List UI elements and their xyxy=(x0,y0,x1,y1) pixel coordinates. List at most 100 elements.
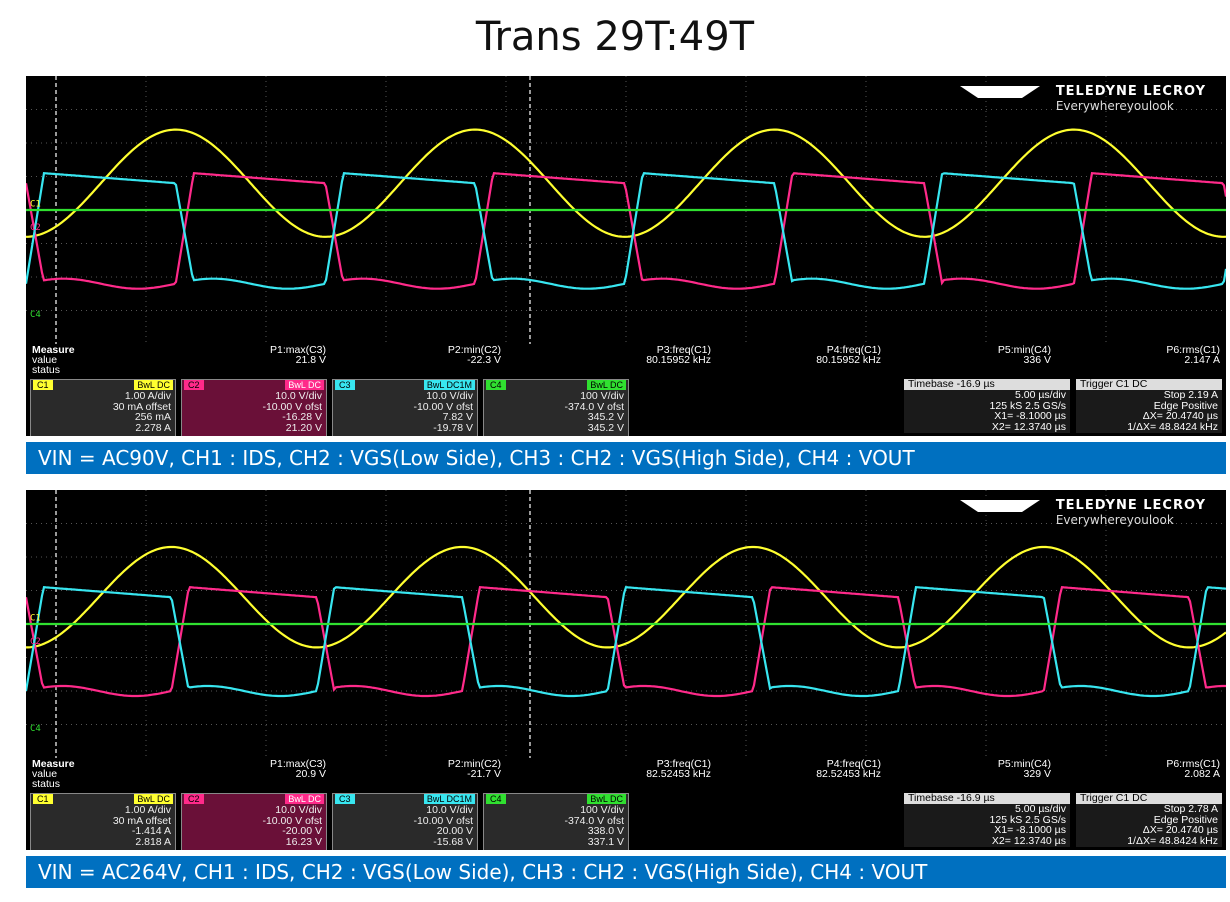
vertical-scale: 100 V/div xyxy=(580,804,624,816)
bandwidth-coupling: BwL DC xyxy=(285,380,324,390)
measure-param-value: 2.147 A xyxy=(1184,354,1220,366)
measure-table: Measure value status P1:max(C3) 20.9 V P… xyxy=(26,758,1226,794)
trigger-slope: Positive xyxy=(1181,399,1218,412)
measure-table: Measure value status P1:max(C3) 21.8 V P… xyxy=(26,344,1226,380)
measure-param-name[interactable]: P3:freq(C1) xyxy=(656,758,711,770)
measure-param-name[interactable]: P1:max(C3) xyxy=(269,758,326,770)
cursor-value-1: 20.00 V xyxy=(436,825,473,837)
measure-param-name[interactable]: P5:min(C4) xyxy=(997,758,1051,770)
cursor-value-2: 337.1 V xyxy=(587,835,624,848)
waveform-plot: C1 C2 C4 xyxy=(26,490,1226,758)
cursor-value-1: -20.00 V xyxy=(282,825,322,837)
vertical-scale: 10.0 V/div xyxy=(275,804,322,816)
vertical-offset: -374.0 V ofst xyxy=(564,814,624,827)
timebase-box[interactable]: Timebase -16.9 µs 5.00 µs/div 125 kS 2.5… xyxy=(904,379,1070,433)
cursor-value-1: -16.28 V xyxy=(282,411,322,423)
measure-param-value: 2.082 A xyxy=(1184,768,1220,780)
trigger-label: Trigger xyxy=(1080,792,1113,804)
channel-box-c4[interactable]: C4 BwL DC 100 V/div -374.0 V ofst 338.0 V… xyxy=(483,793,629,850)
cursor-x2: X2= 12.3740 µs xyxy=(991,834,1066,847)
channel-box-c1[interactable]: C1 BwL DC 1.00 A/div 30 mA offset -1.414 … xyxy=(30,793,176,850)
value-label: value xyxy=(32,354,58,366)
channel-box-c3[interactable]: C3 BwL DC1M 10.0 V/div -10.00 V ofst 7.82… xyxy=(332,379,478,436)
channel-marker: C4 xyxy=(30,310,41,320)
timebase-label: Timebase xyxy=(908,378,954,390)
waveform-plot: C1 C2 C4 xyxy=(26,76,1226,344)
measure-param-name[interactable]: P1:max(C3) xyxy=(269,344,326,356)
bandwidth-coupling: BwL DC xyxy=(134,380,173,390)
timebase-box[interactable]: Timebase -16.9 µs 5.00 µs/div 125 kS 2.5… xyxy=(904,793,1070,847)
vertical-offset: -10.00 V ofst xyxy=(413,814,473,827)
measure-param-name[interactable]: P4:freq(C1) xyxy=(826,758,881,770)
measure-label: Measure xyxy=(32,344,75,356)
trace-c3 xyxy=(26,172,1226,290)
measure-param-value: 82.52453 kHz xyxy=(646,768,711,780)
caption-ac264v: VIN = AC264V, CH1 : IDS, CH2 : VGS(Low S… xyxy=(26,856,1226,888)
measure-param-name[interactable]: P6:rms(C1) xyxy=(1166,758,1220,770)
measure-param-value: 336 V xyxy=(1023,354,1051,366)
brand-name: TELEDYNE LECROY xyxy=(1055,84,1206,99)
channel-tag: C2 xyxy=(184,794,204,804)
trigger-box[interactable]: Trigger C1 DC Stop 2.78 A Edge Positive … xyxy=(1076,793,1222,847)
trigger-source: C1 DC xyxy=(1115,792,1148,804)
channel-box-c3[interactable]: C3 BwL DC1M 10.0 V/div -10.00 V ofst 20.0… xyxy=(332,793,478,850)
cursor-delta-x: ΔX= 20.4740 µs xyxy=(1142,410,1218,422)
channel-box-c2[interactable]: C2 BwL DC 10.0 V/div -10.00 V ofst -20.00… xyxy=(181,793,327,850)
sample-rate: 2.5 GS/s xyxy=(1025,399,1066,412)
measure-param-value: 82.52453 kHz xyxy=(816,768,881,780)
trigger-mode: Stop xyxy=(1163,389,1186,401)
brand-tagline: Everywhereyoulook xyxy=(1055,99,1174,113)
measure-label: Measure xyxy=(32,758,75,770)
scope-screen-ac264v: C1 C2 C4 TELEDYNE LECROY Everywhereyoulook… xyxy=(26,490,1226,850)
trigger-slope: Positive xyxy=(1181,813,1218,826)
channel-box-c1[interactable]: C1 BwL DC 1.00 A/div 30 mA offset 256 mA … xyxy=(30,379,176,436)
brand-logo: TELEDYNE LECROY Everywhereyoulook xyxy=(1056,84,1206,113)
timebase-label: Timebase xyxy=(908,792,954,804)
channel-marker: C4 xyxy=(30,724,41,734)
cursor-value-1: 338.0 V xyxy=(587,825,624,837)
measure-param-name[interactable]: P4:freq(C1) xyxy=(826,344,881,356)
measure-param-value: 21.8 V xyxy=(295,354,326,366)
cursor-x1: X1= -8.1000 µs xyxy=(994,824,1066,836)
channel-box-c2[interactable]: C2 BwL DC 10.0 V/div -10.00 V ofst -16.28… xyxy=(181,379,327,436)
status-label: status xyxy=(32,364,61,376)
cursor-value-1: 345.2 V xyxy=(587,411,624,423)
channel-marker: C2 xyxy=(30,223,41,233)
timebase-div: 5.00 µs/div xyxy=(1015,389,1066,401)
vertical-offset: -10.00 V ofst xyxy=(413,400,473,413)
channel-box-c4[interactable]: C4 BwL DC 100 V/div -374.0 V ofst 345.2 V… xyxy=(483,379,629,436)
measure-param-value: -22.3 V xyxy=(467,354,501,366)
channel-marker: C1 xyxy=(30,614,41,624)
teledyne-logo-icon xyxy=(960,498,1040,518)
measure-param-name[interactable]: P2:min(C2) xyxy=(447,344,501,356)
cursor-value-2: 21.20 V xyxy=(285,421,322,434)
trace-c3 xyxy=(26,586,1226,698)
value-label: value xyxy=(32,768,58,780)
trace-c2 xyxy=(26,172,1226,290)
vertical-scale: 10.0 V/div xyxy=(426,390,473,402)
vertical-offset: 30 mA offset xyxy=(112,400,171,413)
brand-logo: TELEDYNE LECROY Everywhereyoulook xyxy=(1056,498,1206,527)
measure-param-name[interactable]: P2:min(C2) xyxy=(447,758,501,770)
trigger-level: 2.78 A xyxy=(1188,803,1218,815)
brand-tagline: Everywhereyoulook xyxy=(1055,513,1174,527)
channel-tag: C3 xyxy=(335,380,355,390)
cursor-x1: X1= -8.1000 µs xyxy=(994,410,1066,422)
cursor-value-2: 2.818 A xyxy=(135,835,171,848)
vertical-offset: -10.00 V ofst xyxy=(262,814,322,827)
cursor-inverse-delta: 1/ΔX= 48.8424 kHz xyxy=(1127,420,1218,433)
cursor-value-2: 345.2 V xyxy=(587,421,624,434)
page-title: Trans 29T:49T xyxy=(475,14,755,60)
measure-param-name[interactable]: P6:rms(C1) xyxy=(1166,344,1220,356)
timebase-delay: -16.9 µs xyxy=(956,792,995,804)
cursor-value-1: 256 mA xyxy=(134,411,171,423)
trace-c2 xyxy=(26,586,1226,698)
bandwidth-coupling: BwL DC xyxy=(285,794,324,804)
measure-param-name[interactable]: P5:min(C4) xyxy=(997,344,1051,356)
cursor-value-2: -15.68 V xyxy=(433,835,473,848)
trace-c1 xyxy=(26,545,1226,649)
measure-param-name[interactable]: P3:freq(C1) xyxy=(656,344,711,356)
trigger-box[interactable]: Trigger C1 DC Stop 2.19 A Edge Positive … xyxy=(1076,379,1222,433)
vertical-offset: 30 mA offset xyxy=(112,814,171,827)
vertical-offset: -374.0 V ofst xyxy=(564,400,624,413)
